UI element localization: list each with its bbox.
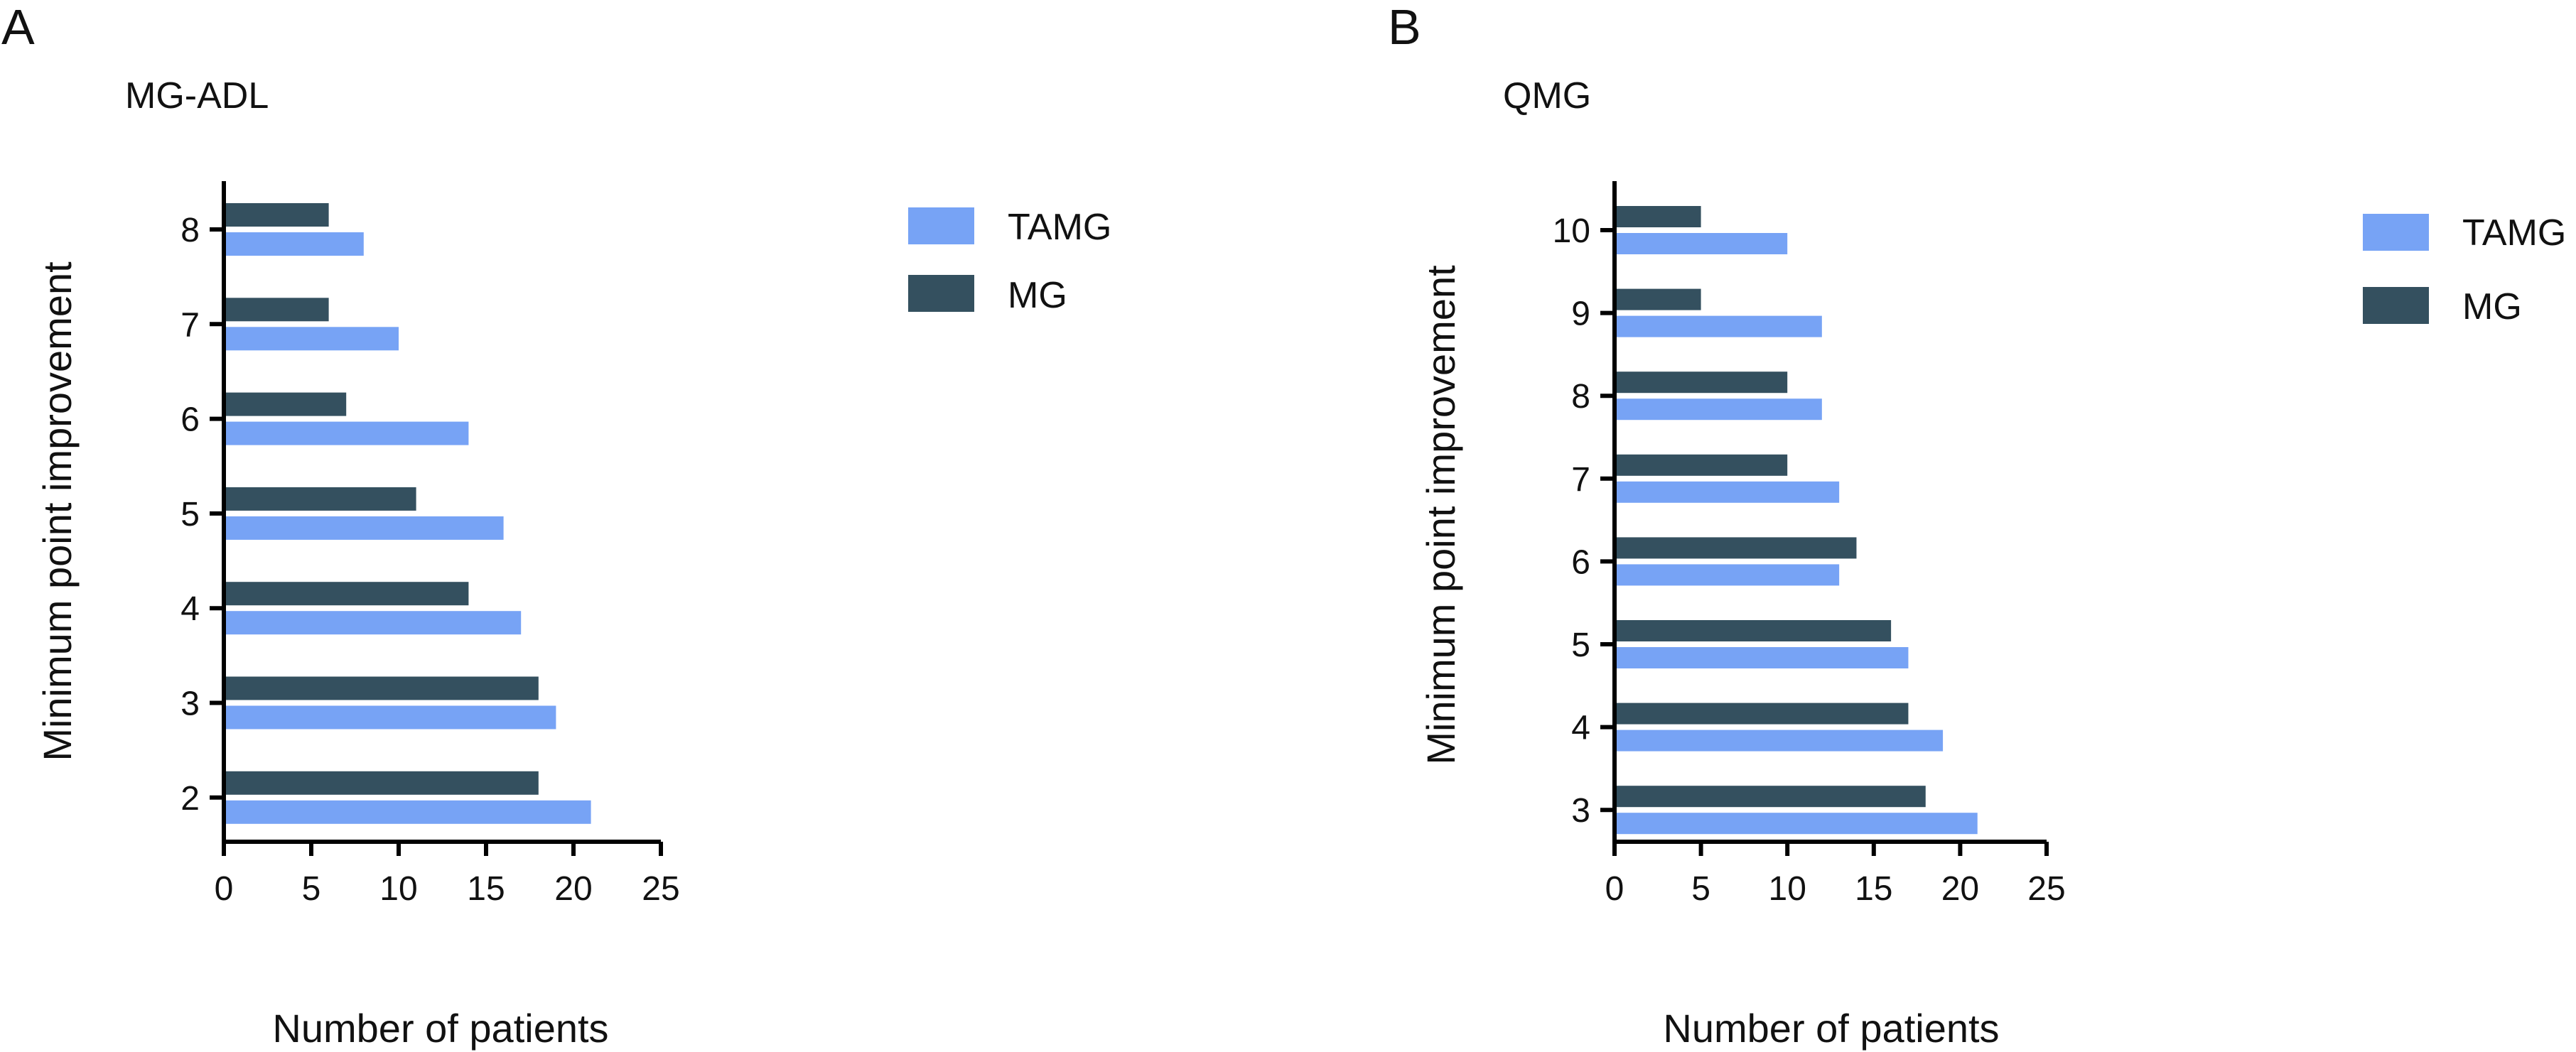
panel-a-x-tick-label-20: 20 (554, 870, 592, 908)
panel-a-bar-mg-2 (224, 771, 539, 795)
panel-b-letter: B (1388, 0, 1421, 55)
panel-a-bar-tamg-4 (224, 611, 522, 635)
panel-b-bar-tamg-7 (1615, 481, 1840, 503)
panel-b-bar-mg-6 (1615, 537, 1857, 559)
panel-a-title: MG-ADL (125, 75, 269, 116)
panel-b-axes (1612, 181, 2047, 844)
panel-a-bar-mg-5 (224, 487, 416, 511)
panel-b-bar-mg-7 (1615, 454, 1788, 476)
panel-a-legend: TAMG MG (908, 207, 1111, 316)
panel-b-bar-tamg-3 (1615, 813, 1978, 835)
panel-b-y-axis-label: Minimum point improvement (1418, 265, 1463, 765)
panel-a-y-tick-label-7: 7 (180, 306, 200, 344)
panel-b-bar-mg-10 (1615, 206, 1701, 227)
panel-b-bar-mg-8 (1615, 372, 1788, 394)
panel-b-legend-swatch-mg (2363, 287, 2429, 324)
panel-b-legend: TAMG MG (2363, 212, 2566, 327)
panel-b-bar-mg-3 (1615, 786, 1926, 808)
panel-a-y-tick-label-6: 6 (180, 401, 200, 439)
panel-a-legend-swatch-mg (908, 275, 974, 312)
panel-b-x-tick-label-10: 10 (1769, 870, 1806, 908)
panel-b-bars (1615, 206, 1978, 835)
panel-a-bar-mg-8 (224, 203, 329, 227)
panel-a-y-tick-label-4: 4 (180, 590, 200, 628)
panel-a-chart: A MG-ADL Minimum point improvement Numbe… (1, 0, 1111, 1051)
panel-b-x-tick-label-20: 20 (1941, 870, 1979, 908)
panel-b-bar-mg-5 (1615, 620, 1892, 641)
panel-a-bar-mg-3 (224, 676, 539, 700)
panel-a-bar-mg-4 (224, 582, 469, 606)
panel-a-y-tick-label-3: 3 (180, 685, 200, 723)
panel-b-x-tick-label-0: 0 (1605, 870, 1624, 908)
panel-a-axes (222, 181, 661, 844)
panel-a-letter: A (1, 0, 35, 55)
panel-b-y-tick-label-4: 4 (1571, 710, 1590, 747)
panel-a-y-axis-label: Minimum point improvement (35, 261, 80, 761)
panel-b-bar-mg-9 (1615, 288, 1701, 310)
panel-b-y-tick-label-9: 9 (1571, 295, 1590, 333)
panel-a-legend-label-tamg: TAMG (1008, 207, 1111, 248)
panel-b-chart: B QMG Minimum point improvement Number o… (1388, 0, 2566, 1051)
panel-a-bar-tamg-2 (224, 800, 591, 824)
panel-b-y-tick-label-5: 5 (1571, 627, 1590, 664)
panel-a-x-axis-label: Number of patients (272, 1006, 608, 1051)
panel-a-x-tick-label-25: 25 (642, 870, 679, 908)
panel-a-legend-label-mg: MG (1008, 275, 1067, 316)
panel-b-title: QMG (1503, 75, 1591, 116)
panel-b-bar-tamg-4 (1615, 730, 1944, 752)
panel-a-x-tick-label-0: 0 (215, 870, 234, 908)
panel-b-bar-tamg-9 (1615, 315, 1822, 337)
panel-b-x-axis-label: Number of patients (1663, 1006, 1999, 1051)
panel-b-y-tick-label-7: 7 (1571, 461, 1590, 499)
panel-a-bars (224, 203, 591, 824)
panel-a-x-tick-label-5: 5 (302, 870, 321, 908)
panel-a-y-tick-label-2: 2 (180, 780, 200, 818)
panel-b-legend-label-tamg: TAMG (2462, 212, 2566, 254)
panel-b-legend-label-mg: MG (2462, 286, 2522, 327)
panel-a-y-tick-label-8: 8 (180, 212, 200, 249)
panel-b-bar-mg-4 (1615, 703, 1909, 725)
panel-b-bar-tamg-8 (1615, 398, 1822, 421)
panel-b-y-tick-label-3: 3 (1571, 792, 1590, 830)
panel-a-bar-tamg-5 (224, 516, 504, 540)
panel-b-legend-swatch-tamg (2363, 214, 2429, 251)
panel-b-y-tick-label-8: 8 (1571, 378, 1590, 416)
panel-a-bar-tamg-7 (224, 327, 399, 351)
panel-b-x-tick-label-15: 15 (1855, 870, 1892, 908)
panel-b-y-tick-label-6: 6 (1571, 543, 1590, 581)
panel-b-bar-tamg-10 (1615, 233, 1788, 254)
panel-a-x-tick-label-15: 15 (467, 870, 505, 908)
panel-b-bar-tamg-6 (1615, 564, 1840, 586)
panel-a-y-tick-label-5: 5 (180, 496, 200, 533)
panel-a-bar-mg-6 (224, 392, 347, 416)
panel-b-y-tick-label-10: 10 (1553, 212, 1590, 250)
panel-a-bar-tamg-6 (224, 421, 469, 445)
panel-a-bar-tamg-8 (224, 232, 364, 256)
panel-b-x-tick-label-25: 25 (2027, 870, 2065, 908)
panel-b-x-tick-label-5: 5 (1691, 870, 1710, 908)
panel-b-bar-tamg-5 (1615, 647, 1909, 668)
panel-a-x-tick-label-10: 10 (379, 870, 417, 908)
panel-a-bar-mg-7 (224, 298, 329, 322)
panel-a-legend-swatch-tamg (908, 207, 974, 244)
panel-a-bar-tamg-3 (224, 705, 556, 730)
panel-b-ticks: 10 9 8 7 6 5 4 3 0 5 10 15 20 25 (1553, 212, 2066, 908)
